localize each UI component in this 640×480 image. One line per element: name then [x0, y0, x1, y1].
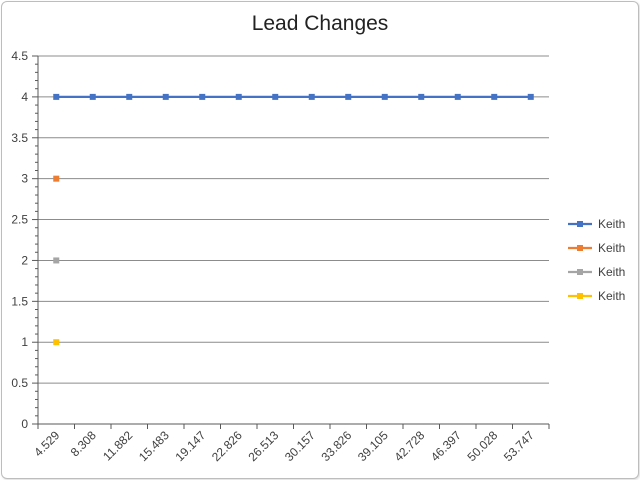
data-point: [53, 339, 60, 346]
x-tick-label: 33.826: [319, 428, 355, 464]
legend: Keith Keith Keith Keith: [568, 217, 625, 303]
x-tick-label: 39.105: [355, 428, 391, 464]
x-tick-label: 19.147: [173, 428, 209, 464]
legend-label: Keith: [598, 289, 625, 303]
legend-marker: [577, 293, 583, 299]
plot-area: [53, 93, 534, 346]
x-tick-labels: 4.529 8.308 11.882 15.483 19.147 22.826 26.513…: [31, 428, 537, 464]
data-point: [199, 93, 206, 100]
y-tick-label: 2: [21, 253, 28, 267]
x-tick-label: 4.529: [31, 428, 62, 459]
y-tick-labels: 0 0.5 1 1.5 2 2.5 3 3.5 4 4.5: [11, 49, 28, 431]
data-point: [89, 93, 96, 100]
data-point: [235, 93, 242, 100]
legend-marker: [577, 269, 583, 275]
legend-marker: [577, 221, 583, 227]
chart-title: Lead Changes: [251, 12, 389, 35]
x-tick-label: 15.483: [136, 428, 172, 464]
data-point: [162, 93, 169, 100]
data-point: [345, 93, 352, 100]
y-tick-label: 3: [21, 172, 28, 186]
x-tick-label: 53.747: [501, 428, 537, 464]
data-point: [418, 93, 425, 100]
legend-label: Keith: [598, 241, 625, 255]
x-tick-label: 22.826: [209, 428, 245, 464]
data-point: [491, 93, 498, 100]
data-point: [308, 93, 315, 100]
y-tick-label: 0.5: [11, 376, 28, 390]
data-point: [53, 93, 60, 100]
legend-marker: [577, 245, 583, 251]
data-point: [381, 93, 388, 100]
data-point: [272, 93, 279, 100]
legend-label: Keith: [598, 217, 625, 231]
y-tick-label: 2.5: [11, 213, 28, 227]
y-tick-label: 4: [21, 90, 28, 104]
data-point: [527, 93, 534, 100]
x-tick-label: 8.308: [68, 428, 99, 459]
legend-label: Keith: [598, 265, 625, 279]
data-point: [53, 175, 60, 182]
data-point: [126, 93, 133, 100]
x-tick-label: 50.028: [465, 428, 501, 464]
x-tick-label: 30.157: [282, 428, 318, 464]
y-tick-label: 0: [21, 417, 28, 431]
axes: [32, 55, 550, 429]
x-tick-label: 42.728: [392, 428, 428, 464]
gridlines: [38, 55, 549, 384]
y-tick-label: 1: [21, 335, 28, 349]
y-tick-label: 3.5: [11, 131, 28, 145]
data-point: [53, 257, 60, 264]
y-tick-label: 4.5: [11, 49, 28, 63]
x-tick-label: 46.397: [428, 428, 464, 464]
y-tick-label: 1.5: [11, 294, 28, 308]
x-tick-label: 26.513: [246, 428, 282, 464]
x-tick-label: 11.882: [100, 428, 135, 463]
data-point: [454, 93, 461, 100]
